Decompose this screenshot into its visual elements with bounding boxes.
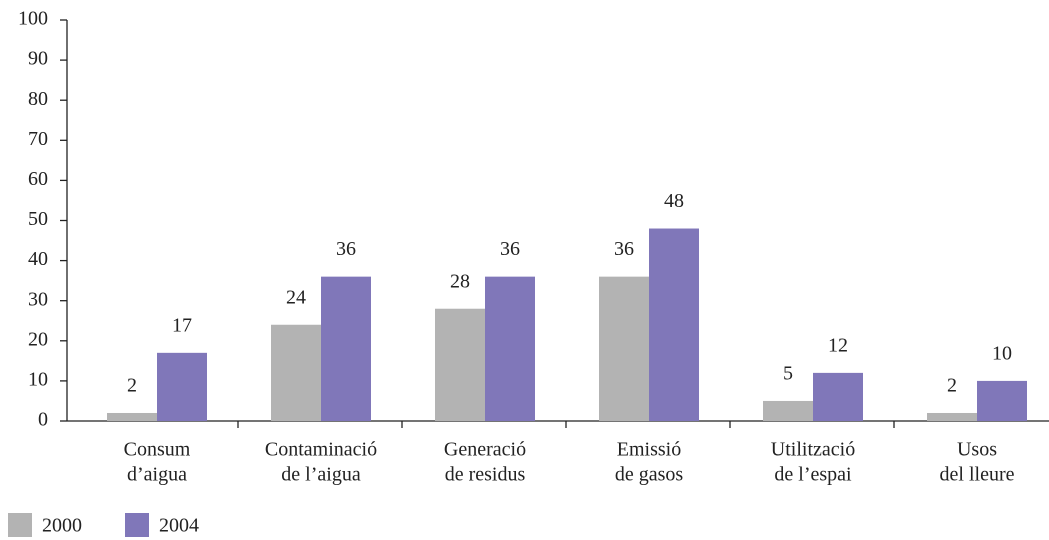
x-tick-label: de residus: [445, 464, 526, 486]
x-tick-label: del lleure: [940, 464, 1015, 486]
bar: [927, 412, 977, 421]
bar: [157, 352, 207, 421]
value-label: 10: [992, 342, 1012, 364]
x-tick-label: de gasos: [615, 464, 684, 486]
bar: [435, 308, 485, 421]
x-tick-label: Emissió: [617, 439, 681, 461]
y-tick-label: 60: [28, 168, 48, 190]
bar: [107, 412, 157, 421]
x-tick-label: Utilització: [771, 439, 855, 461]
value-label: 2: [947, 375, 957, 397]
x-tick-label: de l’espai: [774, 464, 852, 486]
value-label: 2: [127, 375, 137, 397]
x-tick-label: Usos: [957, 439, 997, 461]
value-label: 5: [783, 363, 793, 385]
y-tick-label: 50: [28, 208, 48, 230]
y-tick-label: 0: [38, 409, 48, 431]
bar: [599, 276, 649, 421]
legend-swatch: [125, 513, 149, 537]
y-tick-label: 90: [28, 48, 48, 70]
value-label: 48: [664, 190, 684, 212]
bar: [485, 276, 535, 421]
bar: [321, 276, 371, 421]
x-tick-label: de l’aigua: [281, 464, 361, 486]
y-tick-label: 80: [28, 88, 48, 110]
y-tick-label: 40: [28, 248, 48, 270]
y-tick-label: 100: [18, 8, 48, 30]
legend-label: 2004: [159, 515, 199, 537]
y-tick-label: 30: [28, 288, 48, 310]
bar: [271, 324, 321, 421]
bar: [649, 228, 699, 421]
x-tick-label: Generació: [444, 439, 526, 461]
legend-label: 2000: [42, 515, 82, 537]
x-tick-label: Consum: [124, 439, 191, 461]
y-tick-label: 20: [28, 328, 48, 350]
y-tick-label: 10: [28, 368, 48, 390]
bar: [977, 380, 1027, 421]
value-label: 17: [172, 314, 192, 336]
bar: [813, 372, 863, 421]
x-tick-label: d’aigua: [127, 464, 187, 486]
value-label: 36: [336, 238, 356, 260]
value-label: 24: [286, 286, 306, 308]
bar: [763, 400, 813, 421]
value-label: 36: [500, 238, 520, 260]
value-label: 12: [828, 334, 848, 356]
legend-swatch: [8, 513, 32, 537]
value-label: 36: [614, 238, 634, 260]
x-tick-label: Contaminació: [265, 439, 377, 461]
y-tick-label: 70: [28, 128, 48, 150]
value-label: 28: [450, 270, 470, 292]
